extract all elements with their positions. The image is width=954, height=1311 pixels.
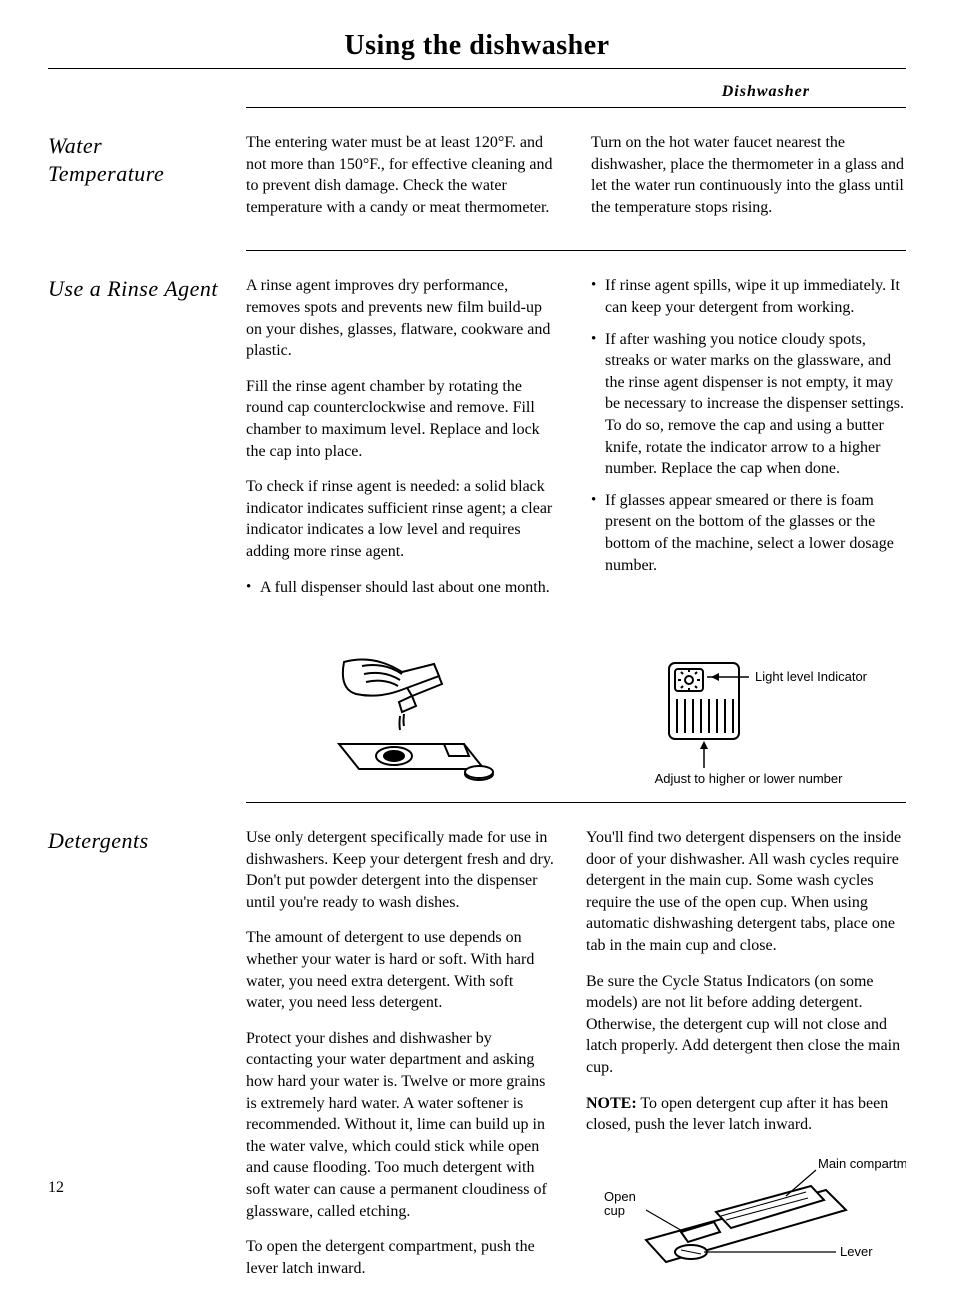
bullet-item: A full dispenser should last about one m…	[246, 577, 561, 599]
bullet-list: A full dispenser should last about one m…	[246, 577, 561, 599]
paragraph: Turn on the hot water faucet nearest the…	[591, 132, 906, 218]
rinse-cap-illustration: Light level Indicator	[599, 653, 899, 773]
paragraph: The entering water must be at least 120°…	[246, 132, 561, 218]
right-column: Turn on the hot water faucet nearest the…	[591, 132, 906, 232]
paragraph: Use only detergent specifically made for…	[246, 827, 556, 913]
paragraph: To check if rinse agent is needed: a sol…	[246, 476, 561, 562]
figure-rinse-hand	[246, 644, 561, 794]
section-label: Use a Rinse Agent	[48, 275, 218, 794]
device-label: Dishwasher	[48, 83, 906, 101]
rinse-agent-illustration	[284, 644, 524, 794]
paragraph: Be sure the Cycle Status Indicators (on …	[586, 971, 906, 1079]
right-column: You'll find two detergent dispensers on …	[586, 827, 906, 1293]
paragraph: The amount of detergent to use depends o…	[246, 927, 556, 1013]
paragraph: A rinse agent improves dry performance, …	[246, 275, 561, 361]
left-column: Use only detergent specifically made for…	[246, 827, 556, 1293]
section-body: Use only detergent specifically made for…	[246, 827, 906, 1293]
figure-label-open-cup: Open cup	[604, 1190, 644, 1219]
bullet-item: If after washing you notice cloudy spots…	[591, 329, 906, 480]
note-paragraph: NOTE: To open detergent cup after it has…	[586, 1093, 906, 1136]
bullet-item: If glasses appear smeared or there is fo…	[591, 490, 906, 576]
left-column: The entering water must be at least 120°…	[246, 132, 561, 232]
paragraph: To open the detergent compartment, push …	[246, 1236, 556, 1279]
section-body: The entering water must be at least 120°…	[246, 132, 906, 232]
note-label: NOTE:	[586, 1095, 637, 1112]
figure-detergent-dispenser: Main compartment Lever Open cup	[586, 1150, 906, 1270]
page-title: Using the dishwasher	[48, 30, 906, 62]
figure-label-light-indicator: Light level Indicator	[755, 669, 868, 684]
bullet-list: If rinse agent spills, wipe it up immedi…	[591, 275, 906, 576]
figure-label-adjust: Adjust to higher or lower number	[655, 771, 843, 786]
section-label: Water Temperature	[48, 132, 218, 232]
divider	[48, 68, 906, 69]
section-rinse-agent: Use a Rinse Agent A rinse agent improves…	[48, 251, 906, 802]
paragraph: Protect your dishes and dishwasher by co…	[246, 1028, 556, 1222]
figure-label-lever: Lever	[840, 1244, 873, 1259]
section-body: A rinse agent improves dry performance, …	[246, 275, 906, 794]
manual-page: Using the dishwasher Dishwasher Water Te…	[0, 0, 954, 1235]
bullet-item: If rinse agent spills, wipe it up immedi…	[591, 275, 906, 318]
section-water-temperature: Water Temperature The entering water mus…	[48, 108, 906, 250]
figure-row: Light level Indicator Adjust to higher o…	[246, 644, 906, 794]
left-column: A rinse agent improves dry performance, …	[246, 275, 561, 608]
figure-label-main-compartment: Main compartment	[818, 1156, 906, 1171]
section-label: Detergents	[48, 827, 218, 1293]
right-column: If rinse agent spills, wipe it up immedi…	[591, 275, 906, 608]
page-number: 12	[48, 1179, 64, 1197]
paragraph: Fill the rinse agent chamber by rotating…	[246, 376, 561, 462]
figure-rinse-cap: Light level Indicator Adjust to higher o…	[591, 644, 906, 794]
paragraph: You'll find two detergent dispensers on …	[586, 827, 906, 957]
